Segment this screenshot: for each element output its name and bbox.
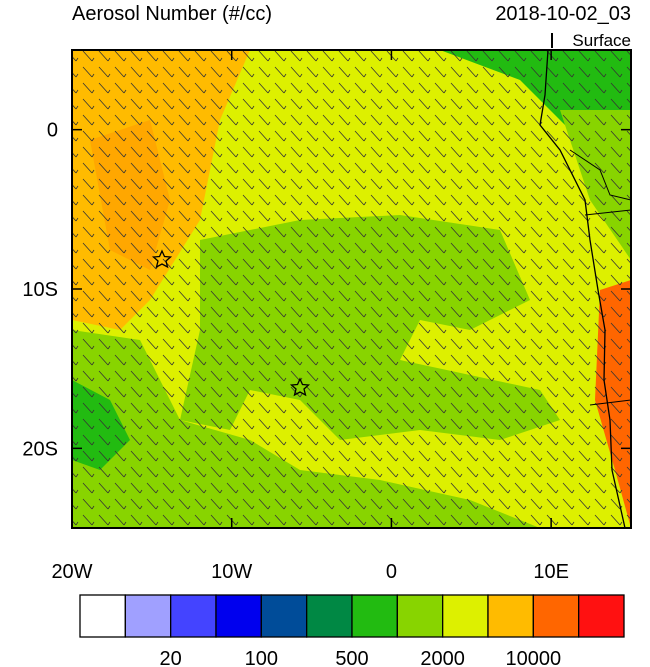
colorbar-box (79, 594, 126, 638)
wind-barbs (72, 50, 631, 528)
x-tick-label: 10W (211, 561, 252, 583)
level-label: Surface (572, 31, 631, 50)
colorbar-box (306, 594, 353, 638)
colorbar: 20 100 500 2000 10000 (79, 594, 625, 667)
colorbar-box (260, 594, 308, 638)
colorbar-label: 2000 (420, 648, 465, 667)
axes: 20W 10W 0 10E 0 10S 20S (22, 50, 631, 583)
colorbar-box (215, 594, 262, 638)
coastline (539, 50, 626, 528)
colorbar-box (487, 594, 534, 638)
y-tick-label: 20S (22, 438, 58, 460)
colorbar-box (124, 594, 172, 638)
colorbar-label: 10000 (506, 648, 562, 667)
colorbar-box (532, 594, 580, 638)
colorbar-box (442, 594, 489, 638)
colorbar-box (578, 594, 625, 638)
borders (569, 149, 631, 406)
colorbar-box (351, 594, 398, 638)
y-tick-label: 10S (22, 279, 58, 301)
colorbar-label: 500 (335, 648, 368, 667)
x-tick-label: 0 (386, 561, 397, 583)
colorbar-label: 100 (245, 648, 278, 667)
colorbar-box (170, 594, 217, 638)
map-title: Aerosol Number (#/cc) (72, 3, 272, 25)
x-tick-label: 10E (533, 561, 569, 583)
site-star (289, 377, 311, 397)
y-tick-label: 0 (47, 120, 58, 142)
colorbar-box (396, 594, 444, 638)
x-tick-label: 20W (51, 561, 92, 583)
colorbar-label: 20 (160, 648, 182, 667)
map-fill (72, 50, 631, 528)
site-star (151, 249, 173, 269)
map-time: 2018-10-02_03 (495, 3, 631, 25)
